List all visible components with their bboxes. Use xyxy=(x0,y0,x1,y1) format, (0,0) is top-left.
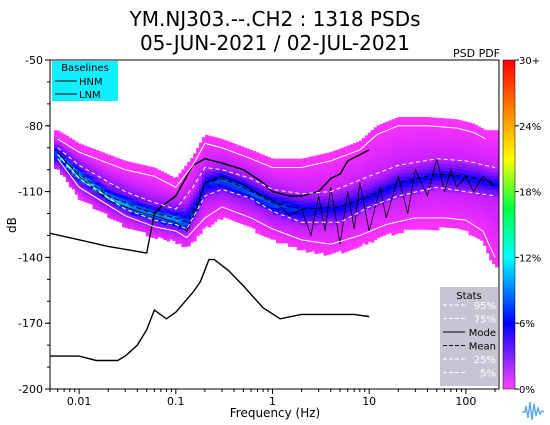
plot-frame xyxy=(49,59,500,390)
colorbar-tick-label: 24% xyxy=(519,122,541,133)
colorbar-tick-label: 0% xyxy=(519,385,535,396)
y-tick-label: -200 xyxy=(18,383,43,396)
stats-legend-box xyxy=(440,287,498,386)
x-tick-label: 1 xyxy=(269,395,276,408)
y-tick-label: -50 xyxy=(25,54,43,67)
psd-pdf-label: PSD PDF xyxy=(453,47,500,60)
density-cloud xyxy=(54,117,499,268)
colorbar-tick-label: 6% xyxy=(519,319,535,330)
x-tick-label: 10 xyxy=(362,395,376,408)
stats-legend-label: Mean xyxy=(469,342,496,353)
baselines-legend-title: Baselines xyxy=(61,63,109,74)
x-axis: 0.01 0.1 1 10 100 xyxy=(49,389,496,408)
stats-legend-label: 5% xyxy=(480,369,496,380)
y-tick-label: -110 xyxy=(18,186,43,199)
stats-legend: Stats 95% 75% Mode Mean 25% 5% xyxy=(440,287,498,386)
y-axis: -50 -80 -110 -140 -170 -200 xyxy=(18,54,50,396)
x-tick-label: 0.01 xyxy=(67,395,92,408)
colorbar-gradient xyxy=(502,59,516,390)
stats-legend-label: 95% xyxy=(474,301,496,312)
series-line-mode xyxy=(57,151,496,245)
colorbar-tick-label: 18% xyxy=(519,188,541,199)
series-line-25pct xyxy=(57,153,496,230)
series-line-hnm xyxy=(50,149,370,254)
stats-legend-title: Stats xyxy=(456,291,482,302)
series-line-5pct xyxy=(57,158,496,258)
colorbar-tick-label: 30+ xyxy=(519,56,540,67)
y-tick-label: -140 xyxy=(18,251,43,264)
stats-legend-label: Mode xyxy=(469,328,496,339)
legend-hnm-label: HNM xyxy=(79,77,103,88)
colorbar-ticks: 0% 6% 12% 18% 24% 30+ xyxy=(515,56,541,396)
baselines-legend: Baselines HNM LNM xyxy=(52,61,118,101)
stats-legend-label: 25% xyxy=(474,355,496,366)
x-axis-label: Frequency (Hz) xyxy=(230,406,321,420)
series-lines xyxy=(50,125,496,362)
chart-title: YM.NJ303.--.CH2 : 1318 PSDs xyxy=(128,7,420,31)
stats-legend-entries: 95% 75% Mode Mean 25% 5% xyxy=(443,301,496,380)
x-tick-label: 100 xyxy=(455,395,476,408)
series-line-mean xyxy=(57,153,496,223)
seismic-logo-icon xyxy=(520,398,546,422)
y-axis-label: dB xyxy=(5,217,19,233)
plot-area: 0.01 0.1 1 10 100 -50 -80 -110 -140 -170 -200 xyxy=(18,54,500,408)
y-tick-label: -80 xyxy=(25,120,43,133)
y-tick-label: -170 xyxy=(18,317,43,330)
series-line-lnm xyxy=(50,258,370,362)
colorbar-tick-label: 12% xyxy=(519,253,541,264)
x-tick-label: 0.1 xyxy=(167,395,185,408)
legend-lnm-label: LNM xyxy=(79,90,101,101)
stats-legend-label: 75% xyxy=(474,315,496,326)
series-line-95pct xyxy=(57,125,486,188)
series-line-75pct xyxy=(57,147,496,210)
chart-subtitle: 05-JUN-2021 / 02-JUL-2021 xyxy=(140,31,410,55)
colorbar: 0% 6% 12% 18% 24% 30+ xyxy=(502,56,541,396)
